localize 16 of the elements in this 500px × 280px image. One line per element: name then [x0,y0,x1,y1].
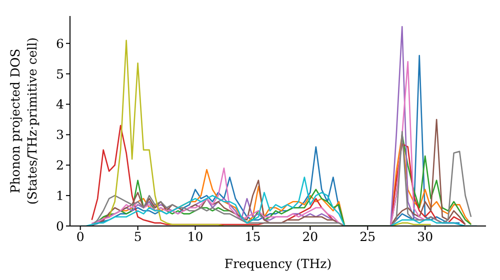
x-tick-label: 5 [134,228,142,244]
y-tick-label: 2 [56,158,64,173]
y-tick-label: 5 [56,66,64,82]
y-tick-label: 6 [56,36,64,51]
x-tick-label: 20 [302,228,318,244]
x-tick-label: 15 [244,228,261,244]
x-axis-title: Frequency (THz) [224,256,332,271]
x-tick-label: 10 [187,228,204,244]
y-tick-label: 0 [56,218,64,234]
y-tick-label: 3 [56,127,64,142]
x-tick-label: 25 [360,228,376,244]
y-tick-label: 1 [56,188,64,204]
x-tick-label: 0 [76,228,84,244]
x-tick-label: 30 [417,228,434,244]
y-axis-title: Phonon projected DOS (States/THz·primitive cell) [8,37,40,205]
y-tick-label: 4 [56,96,64,112]
